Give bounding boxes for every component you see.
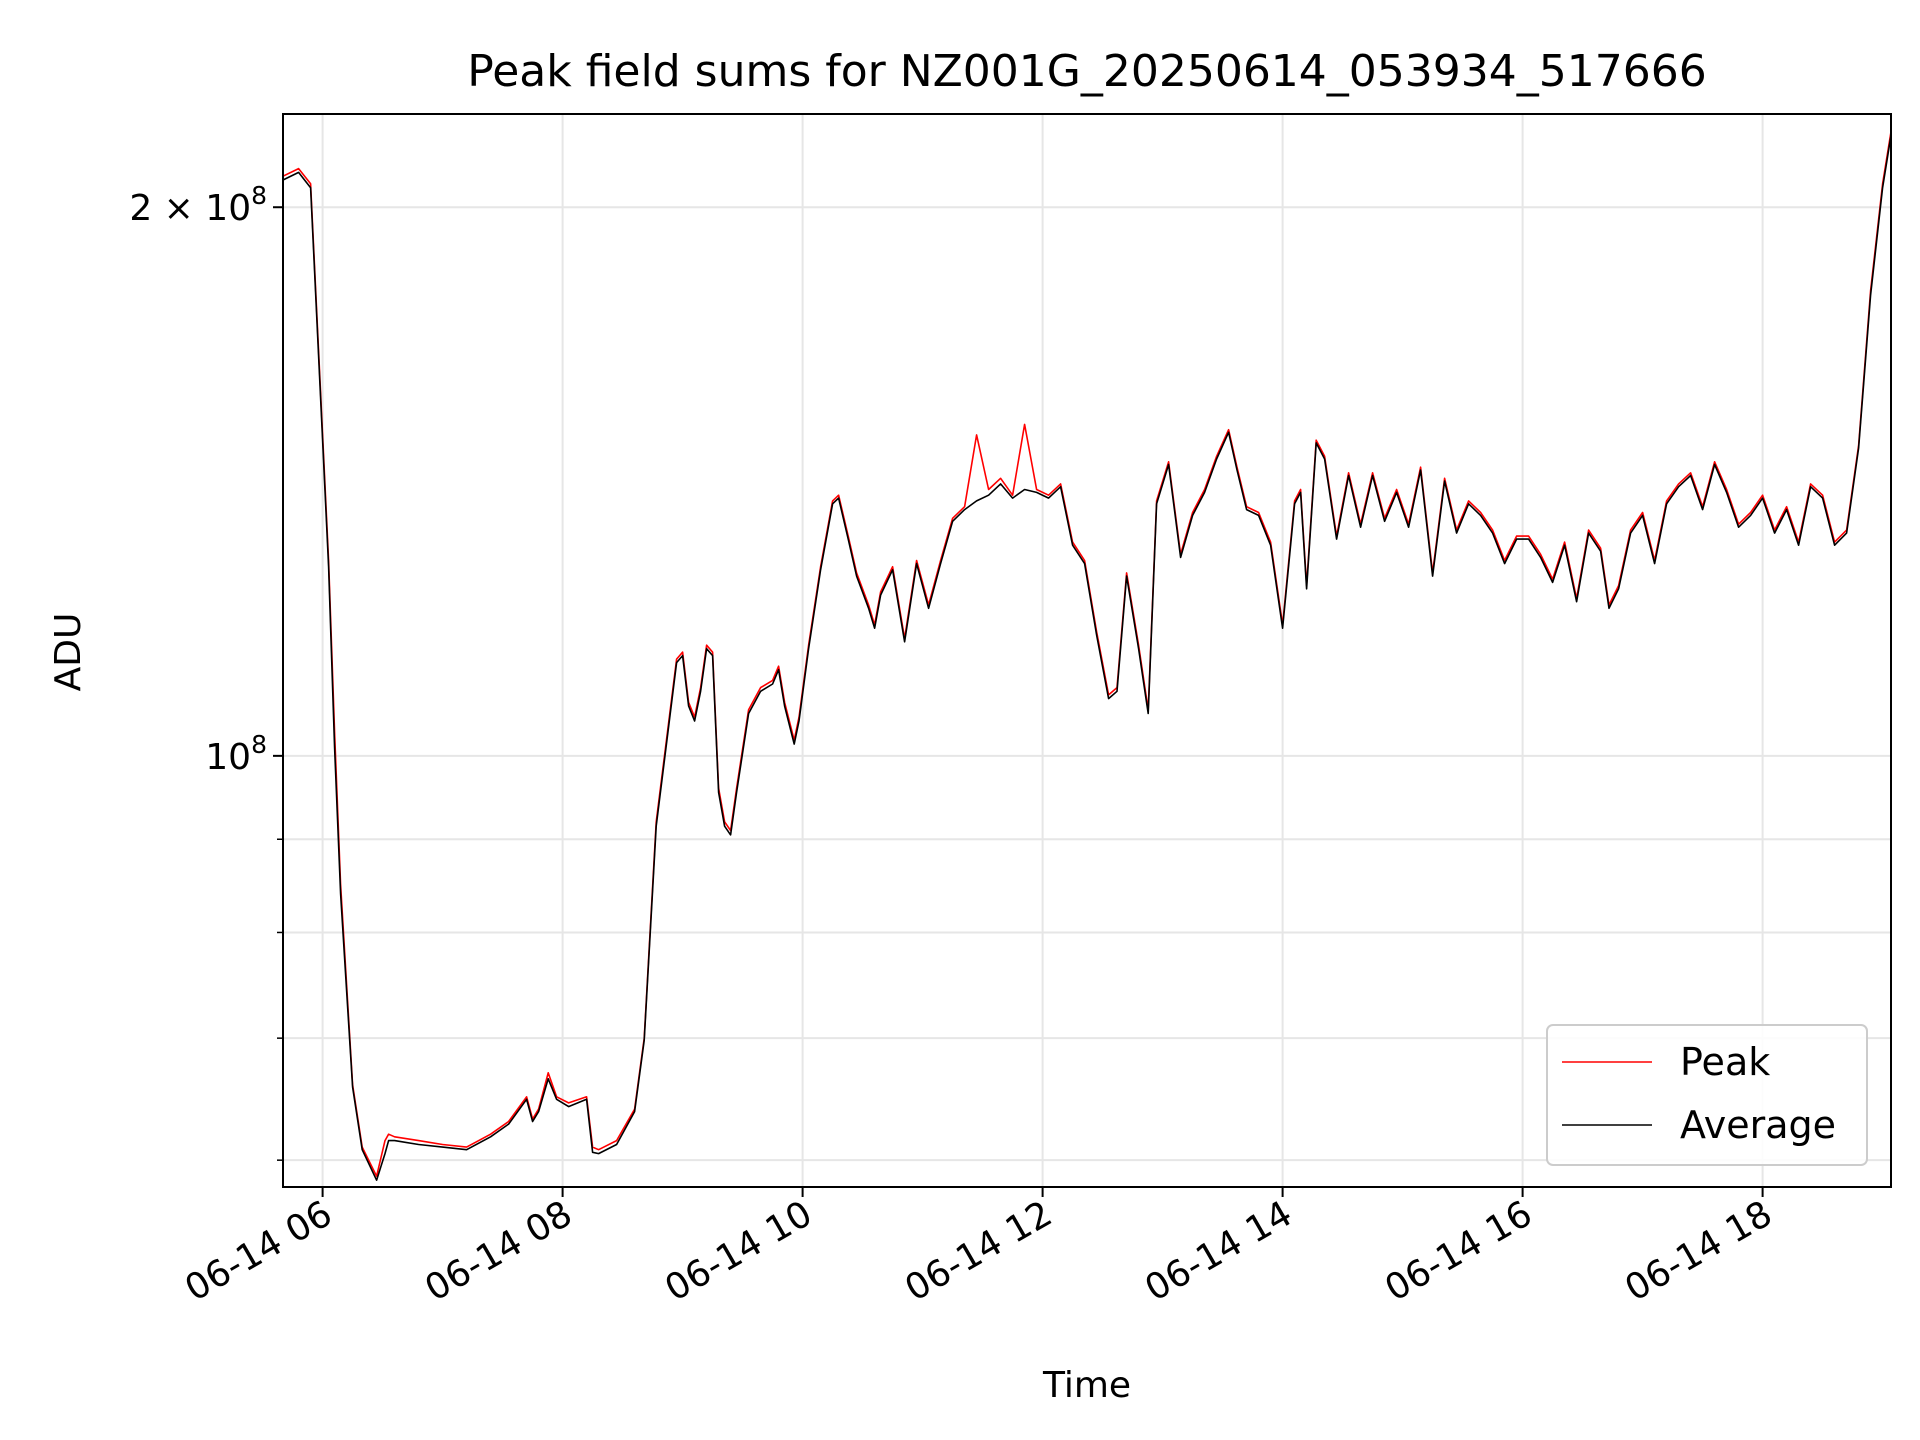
legend-label-average: Average xyxy=(1680,1103,1836,1147)
legend: Peak Average xyxy=(1546,1024,1868,1166)
grid xyxy=(283,114,1891,1187)
y-axis: 108 2 × 108 xyxy=(129,181,283,1161)
y-tick-label: 108 xyxy=(205,730,267,778)
plot-lines xyxy=(282,131,1892,1181)
legend-box xyxy=(1546,1024,1868,1166)
series-line-average xyxy=(282,135,1892,1181)
plot-frame xyxy=(282,113,1892,1188)
y-tick-label: 2 × 108 xyxy=(129,181,267,229)
chart-title: Peak field sums for NZ001G_20250614_0539… xyxy=(467,46,1706,97)
x-axis-title: Time xyxy=(1042,1365,1131,1406)
legend-label-peak: Peak xyxy=(1680,1040,1770,1084)
y-axis-title: ADU xyxy=(48,613,89,692)
